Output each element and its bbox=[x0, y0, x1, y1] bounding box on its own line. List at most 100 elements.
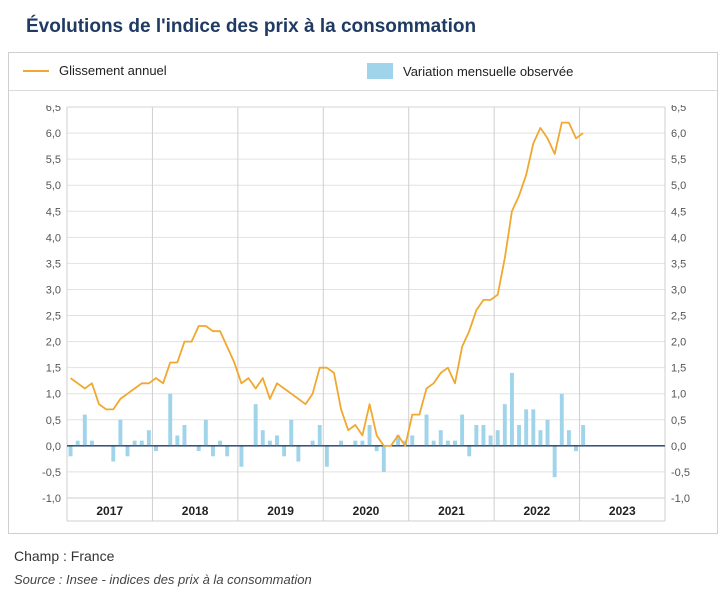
monthly-variation-bar bbox=[574, 445, 578, 452]
monthly-variation-bar bbox=[566, 430, 571, 446]
x-tick-label-year: 2022 bbox=[524, 504, 551, 518]
monthly-variation-bar bbox=[317, 425, 322, 446]
monthly-variation-bar bbox=[545, 419, 550, 446]
monthly-variation-bar bbox=[310, 440, 315, 446]
monthly-variation-bar bbox=[324, 445, 329, 467]
monthly-variation-bar bbox=[502, 404, 507, 446]
monthly-variation-bar bbox=[89, 440, 94, 446]
monthly-variation-bar bbox=[168, 393, 173, 446]
x-tick-label-year: 2018 bbox=[182, 504, 209, 518]
monthly-variation-bar bbox=[410, 435, 415, 446]
y-tick-label-right: 2,5 bbox=[671, 311, 686, 323]
monthly-variation-bar bbox=[82, 414, 87, 446]
y-tick-label-left: 5,0 bbox=[46, 180, 61, 192]
x-tick-label-year: 2017 bbox=[96, 504, 123, 518]
y-tick-label-right: 4,0 bbox=[671, 232, 686, 244]
monthly-variation-bar bbox=[467, 445, 472, 457]
y-tick-label-right: 5,5 bbox=[671, 154, 686, 166]
monthly-variation-bar bbox=[210, 445, 215, 457]
scope-note: Champ : France bbox=[14, 548, 115, 564]
monthly-variation-bar bbox=[182, 425, 187, 446]
y-tick-label-right: 1,5 bbox=[671, 363, 686, 375]
monthly-variation-bar bbox=[203, 419, 208, 446]
y-tick-label-left: 1,5 bbox=[46, 363, 61, 375]
x-tick-label-year: 2020 bbox=[353, 504, 380, 518]
monthly-variation-bar bbox=[360, 440, 365, 446]
y-tick-label-left: 4,0 bbox=[46, 232, 61, 244]
y-tick-label-right: 5,0 bbox=[671, 180, 686, 192]
y-tick-label-left: 6,5 bbox=[46, 105, 61, 114]
legend-bar-swatch bbox=[367, 63, 393, 79]
monthly-variation-bar bbox=[559, 393, 564, 446]
monthly-variation-bar bbox=[154, 445, 158, 452]
monthly-variation-bar bbox=[581, 425, 586, 446]
monthly-variation-bar bbox=[196, 445, 201, 452]
monthly-variation-bar bbox=[225, 445, 230, 457]
monthly-variation-bar bbox=[445, 440, 450, 446]
monthly-variation-bar bbox=[260, 430, 265, 446]
monthly-variation-bar bbox=[218, 440, 223, 446]
monthly-variation-bar bbox=[289, 419, 294, 446]
monthly-variation-bar bbox=[438, 430, 443, 446]
monthly-variation-bar bbox=[396, 435, 400, 446]
monthly-variation-bar bbox=[367, 425, 372, 446]
monthly-variation-bar bbox=[139, 440, 144, 446]
y-tick-label-right: 6,0 bbox=[671, 128, 686, 140]
monthly-variation-bar bbox=[68, 445, 73, 457]
monthly-variation-bar bbox=[239, 445, 244, 467]
monthly-variation-bar bbox=[381, 445, 386, 472]
legend-label-monthly: Variation mensuelle observée bbox=[403, 63, 574, 79]
legend-separator bbox=[9, 90, 717, 91]
x-tick-label-year: 2023 bbox=[609, 504, 636, 518]
y-tick-label-right: 6,5 bbox=[671, 105, 686, 114]
y-tick-label-left: 4,5 bbox=[46, 206, 61, 218]
monthly-variation-bar bbox=[481, 425, 486, 446]
monthly-variation-bar bbox=[175, 435, 180, 446]
y-tick-label-right: 4,5 bbox=[671, 206, 686, 218]
monthly-variation-bar bbox=[531, 409, 536, 446]
monthly-variation-bar bbox=[524, 409, 529, 446]
y-tick-label-left: 6,0 bbox=[46, 128, 61, 140]
monthly-variation-bar bbox=[75, 440, 80, 446]
source-note: Source : Insee - indices des prix à la c… bbox=[14, 572, 312, 587]
y-tick-label-left: -0,5 bbox=[42, 467, 61, 479]
monthly-variation-bar bbox=[374, 445, 379, 452]
monthly-variation-bar bbox=[132, 440, 137, 446]
y-axis-unit: % bbox=[23, 105, 33, 106]
y-tick-label-right: 3,5 bbox=[671, 258, 686, 270]
legend-line-swatch bbox=[23, 69, 49, 72]
y-tick-label-left: -1,0 bbox=[42, 493, 61, 505]
monthly-variation-bar bbox=[474, 425, 479, 446]
monthly-variation-bar bbox=[517, 425, 522, 446]
y-tick-label-right: -1,0 bbox=[671, 493, 690, 505]
monthly-variation-bar bbox=[538, 430, 543, 446]
y-tick-label-left: 2,5 bbox=[46, 311, 61, 323]
legend-entry-monthly: Variation mensuelle observée bbox=[367, 63, 573, 79]
legend-label-annual: Glissement annuel bbox=[59, 63, 167, 78]
monthly-variation-bar bbox=[453, 440, 457, 446]
y-tick-label-left: 3,5 bbox=[46, 258, 61, 270]
monthly-variation-bar bbox=[118, 419, 123, 446]
monthly-variation-bar bbox=[125, 445, 130, 457]
monthly-variation-bar bbox=[424, 414, 429, 446]
monthly-variation-bar bbox=[275, 435, 279, 446]
monthly-variation-bar bbox=[488, 435, 493, 446]
legend-entry-annual: Glissement annuel bbox=[23, 63, 167, 78]
monthly-variation-bar bbox=[267, 440, 272, 446]
x-tick-label-year: 2021 bbox=[438, 504, 465, 518]
monthly-variation-bar bbox=[552, 445, 557, 478]
y-tick-label-left: 3,0 bbox=[46, 284, 61, 296]
y-tick-label-right: 2,0 bbox=[671, 337, 686, 349]
y-tick-label-left: 5,5 bbox=[46, 154, 61, 166]
annual-change-line bbox=[70, 121, 584, 447]
y-tick-label-left: 1,0 bbox=[46, 389, 61, 401]
monthly-variation-bar bbox=[431, 440, 436, 446]
chart-title: Évolutions de l'indice des prix à la con… bbox=[26, 16, 477, 37]
monthly-variation-bar bbox=[495, 430, 500, 446]
monthly-variation-bar bbox=[353, 440, 358, 446]
y-tick-label-right: 0,5 bbox=[671, 415, 686, 427]
chart-plot: 6,5 6,5 6,0 6,0 5,5 5,5 5,0 5,0 4,5 4,5 4,0 4,0 3,5 3… bbox=[23, 105, 690, 522]
y-tick-label-right: 3,0 bbox=[671, 284, 686, 296]
chart-panel: Glissement annuel Variation mensuelle ob… bbox=[8, 52, 718, 534]
monthly-variation-bar bbox=[296, 445, 301, 462]
